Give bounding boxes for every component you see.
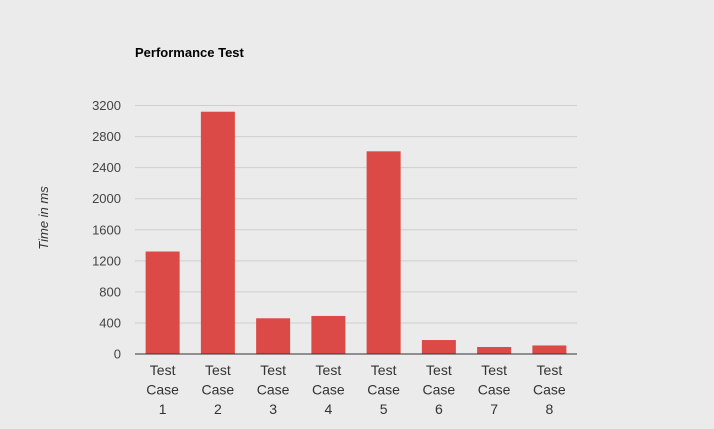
- x-axis-ticks: Test Case 1 Test Case 2 Test Case 3 Test Case 4 Test…: [146, 362, 566, 417]
- bars: [145, 111, 567, 355]
- chart-title: Performance Test: [135, 45, 245, 60]
- y-tick-label: 2000: [92, 191, 121, 206]
- y-tick-label: 0: [114, 347, 121, 362]
- bar: [532, 345, 567, 354]
- y-axis-ticks: 0 400 800 1200 1600 2000 2400 2800 3200: [92, 98, 121, 362]
- y-tick-label: 3200: [92, 98, 121, 113]
- bar: [200, 111, 235, 355]
- y-tick-label: 1600: [92, 222, 121, 237]
- y-tick-label: 1200: [92, 253, 121, 268]
- y-axis-label: Time in ms: [36, 186, 51, 250]
- x-tick-label: Test Case 1: [146, 362, 179, 417]
- bar: [421, 340, 456, 354]
- x-tick-label: Test Case 7: [478, 362, 511, 417]
- y-tick-label: 800: [99, 284, 121, 299]
- x-tick-label: Test Case 8: [533, 362, 566, 417]
- y-tick-label: 400: [99, 315, 121, 330]
- y-tick-label: 2400: [92, 160, 121, 175]
- bar: [366, 151, 401, 354]
- y-tick-label: 2800: [92, 129, 121, 144]
- bar: [311, 315, 346, 354]
- bar: [256, 318, 291, 354]
- x-tick-label: Test Case 2: [202, 362, 235, 417]
- x-tick-label: Test Case 5: [367, 362, 400, 417]
- x-tick-label: Test Case 4: [312, 362, 345, 417]
- bar: [145, 251, 180, 354]
- x-tick-label: Test Case 6: [423, 362, 456, 417]
- x-tick-label: Test Case 3: [257, 362, 290, 417]
- bar: [477, 347, 512, 354]
